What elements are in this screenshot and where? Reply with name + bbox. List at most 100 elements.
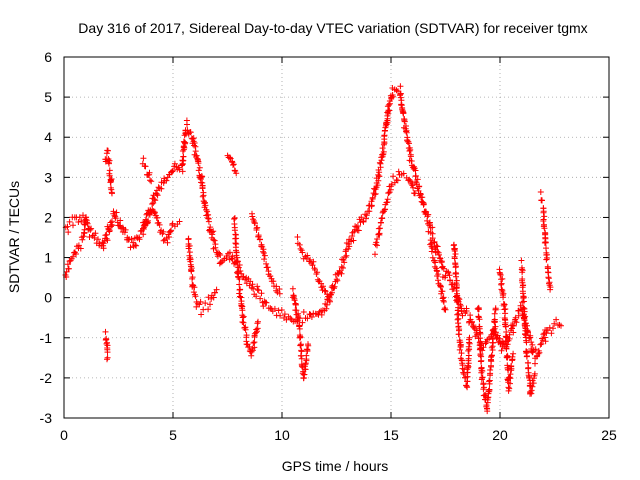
- x-tick-label: 25: [601, 427, 617, 443]
- data-point: [248, 284, 255, 291]
- data-point: [331, 283, 338, 290]
- data-point: [168, 227, 175, 234]
- data-point: [499, 275, 506, 282]
- data-point: [433, 265, 440, 272]
- data-point: [385, 189, 392, 196]
- data-point: [180, 153, 187, 160]
- data-point: [458, 350, 465, 357]
- data-point: [451, 253, 458, 260]
- data-point: [299, 319, 306, 326]
- data-point: [375, 177, 382, 184]
- data-point: [210, 294, 217, 301]
- data-point: [369, 194, 376, 201]
- data-point: [276, 290, 283, 297]
- data-point: [234, 269, 241, 276]
- data-point: [385, 101, 392, 108]
- data-point: [373, 239, 380, 246]
- data-point: [321, 287, 328, 294]
- data-point: [296, 241, 303, 248]
- data-point: [401, 118, 408, 125]
- data-point: [378, 157, 385, 164]
- data-point: [355, 227, 362, 234]
- data-point: [281, 311, 288, 318]
- data-point: [341, 259, 348, 266]
- data-point: [195, 160, 202, 167]
- data-point: [522, 331, 529, 338]
- data-point: [65, 229, 72, 236]
- data-point: [213, 286, 220, 293]
- data-point: [254, 224, 261, 231]
- data-point: [240, 319, 247, 326]
- data-point: [181, 144, 188, 151]
- data-point: [163, 177, 170, 184]
- y-tick-label: 1: [44, 250, 52, 266]
- data-point: [117, 217, 124, 224]
- data-point: [254, 328, 260, 335]
- data-point: [176, 166, 183, 173]
- x-tick-label: 20: [492, 427, 508, 443]
- data-point: [294, 317, 301, 324]
- x-tick-label: 15: [383, 427, 399, 443]
- data-point: [226, 249, 233, 256]
- data-point: [252, 220, 258, 227]
- data-point: [158, 185, 165, 192]
- data-point: [437, 284, 444, 290]
- data-point: [346, 243, 353, 250]
- data-point: [454, 316, 461, 323]
- data-point: [106, 172, 113, 179]
- data-point: [198, 311, 205, 318]
- data-point: [233, 235, 240, 242]
- data-point: [479, 368, 486, 374]
- data-point: [548, 330, 555, 337]
- data-point: [545, 275, 552, 282]
- y-axis-label: SDTVAR / TECUs: [6, 181, 22, 293]
- data-point: [538, 197, 545, 204]
- data-point: [104, 354, 111, 361]
- data-point: [304, 315, 311, 322]
- data-point: [502, 323, 509, 330]
- data-point: [308, 314, 315, 320]
- data-point: [112, 215, 119, 222]
- data-point: [489, 352, 495, 359]
- data-point: [86, 234, 93, 240]
- data-point: [188, 267, 195, 274]
- data-point: [260, 250, 267, 256]
- data-marks: [62, 83, 564, 415]
- x-tick-label: 5: [169, 427, 177, 443]
- data-point: [519, 269, 526, 276]
- x-axis-label: GPS time / hours: [282, 458, 389, 474]
- data-point: [184, 121, 190, 128]
- data-point: [540, 223, 547, 230]
- y-tick-label: -2: [40, 370, 53, 386]
- data-point: [499, 287, 506, 294]
- data-point: [509, 322, 516, 329]
- data-point: [536, 349, 543, 356]
- data-point: [192, 148, 199, 155]
- data-point: [434, 248, 441, 255]
- data-point: [523, 339, 530, 346]
- data-point: [256, 236, 263, 243]
- data-point: [260, 303, 267, 310]
- data-point: [324, 301, 330, 308]
- data-point: [389, 93, 396, 100]
- data-point: [414, 176, 421, 183]
- data-point: [77, 245, 84, 252]
- data-point: [234, 258, 241, 265]
- data-point: [250, 285, 257, 292]
- data-point: [435, 271, 442, 278]
- data-point: [452, 263, 459, 270]
- data-point: [116, 222, 123, 229]
- data-point: [210, 236, 217, 243]
- data-point: [318, 311, 325, 318]
- data-point: [310, 258, 317, 265]
- data-point: [147, 177, 153, 184]
- data-point: [550, 325, 556, 332]
- data-point: [196, 164, 203, 171]
- data-point: [322, 288, 329, 295]
- y-tick-label: 0: [44, 290, 52, 306]
- data-point: [520, 298, 527, 305]
- data-point: [70, 222, 76, 229]
- data-point: [420, 201, 427, 207]
- grid: [64, 57, 609, 418]
- chart-title: Day 316 of 2017, Sidereal Day-to-day VTE…: [78, 20, 587, 36]
